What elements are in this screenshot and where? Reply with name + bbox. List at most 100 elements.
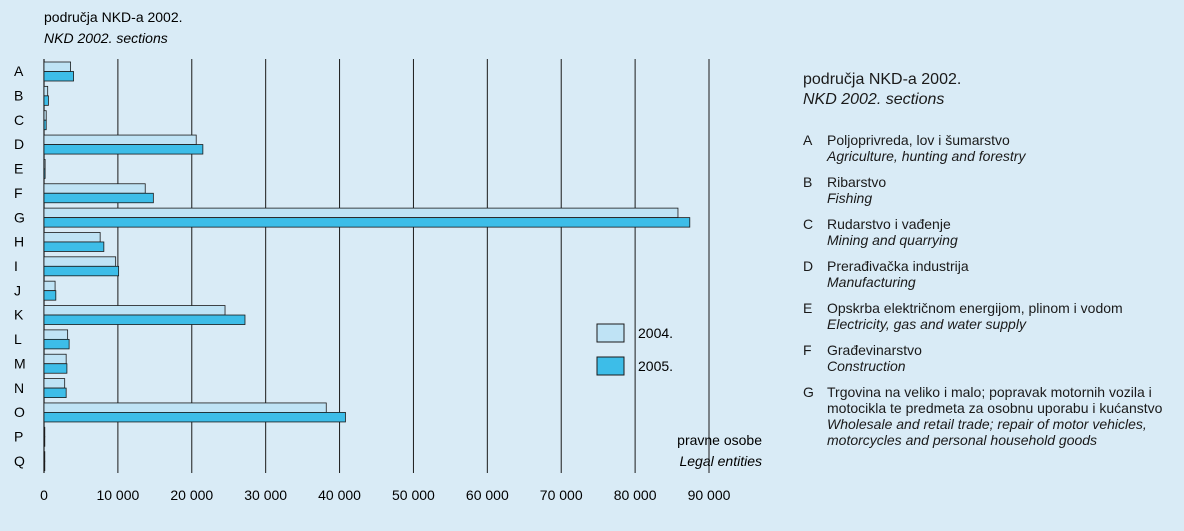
x-tick-label: 0 bbox=[40, 487, 48, 503]
category-label: N bbox=[14, 380, 24, 396]
section-name-en: Fishing bbox=[827, 190, 873, 206]
section-text: Poljoprivreda, lov i šumarstvo Agricultur… bbox=[827, 132, 1178, 164]
category-label: O bbox=[14, 404, 25, 420]
section-text: Opskrba električnom energijom, plinom i … bbox=[827, 300, 1178, 332]
section-letter: F bbox=[803, 342, 812, 358]
legend-swatch bbox=[596, 356, 625, 376]
bar-O-first-series bbox=[43, 402, 327, 413]
bar-chart: područja NKD-a 2002. NKD 2002. sections … bbox=[14, 9, 762, 503]
chart-subtitle: NKD 2002. sections bbox=[44, 30, 168, 46]
bar-F-second-series bbox=[43, 192, 154, 204]
bar-I-first-series bbox=[43, 256, 117, 267]
bar-E-first-series bbox=[43, 159, 46, 170]
bar-D-first-series bbox=[43, 134, 197, 145]
bar-F-first-series bbox=[43, 183, 146, 194]
section-name: Poljoprivreda, lov i šumarstvo bbox=[827, 132, 1010, 148]
section-text: Ribarstvo Fishing bbox=[827, 174, 1178, 206]
category-label: P bbox=[14, 428, 23, 444]
bar-Q-second-series bbox=[43, 460, 46, 472]
section-name-en: Wholesale and retail trade; repair of mo… bbox=[827, 416, 1147, 448]
section-name-en: Mining and quarrying bbox=[827, 232, 958, 248]
bar-O-second-series bbox=[43, 412, 346, 423]
bar-P-second-series bbox=[43, 436, 46, 447]
section-name-en: Manufacturing bbox=[827, 274, 916, 290]
section-item: B Ribarstvo Fishing bbox=[803, 174, 1178, 206]
bar-B-second-series bbox=[43, 95, 49, 106]
x-tick-label: 40 000 bbox=[318, 487, 361, 503]
x-axis-label-en: Legal entities bbox=[679, 453, 762, 469]
section-letter: B bbox=[803, 174, 813, 190]
category-label: G bbox=[14, 209, 25, 225]
bar-P-first-series bbox=[43, 426, 46, 438]
x-tick-label: 20 000 bbox=[170, 487, 213, 503]
chart-title: područja NKD-a 2002. bbox=[44, 9, 183, 25]
bar-M-first-series bbox=[43, 353, 67, 365]
section-name: Trgovina na veliko i malo; popravak moto… bbox=[827, 384, 1163, 416]
section-text: Rudarstvo i vađenje Mining and quarrying bbox=[827, 216, 1178, 248]
category-label: D bbox=[14, 136, 24, 152]
section-item: F Građevinarstvo Construction bbox=[803, 342, 1178, 374]
legend-swatch bbox=[596, 323, 625, 343]
category-label: C bbox=[14, 112, 24, 128]
bar-H-first-series bbox=[43, 232, 101, 243]
section-letter: E bbox=[803, 300, 813, 316]
bar-C-second-series bbox=[43, 119, 47, 131]
bar-K-second-series bbox=[43, 314, 246, 325]
category-label: M bbox=[14, 355, 26, 371]
x-tick-label: 60 000 bbox=[466, 487, 509, 503]
legend-label: 2005. bbox=[638, 358, 673, 374]
section-name: Ribarstvo bbox=[827, 174, 887, 190]
sections-legend-title: područja NKD-a 2002. bbox=[803, 71, 962, 88]
bar-J-second-series bbox=[43, 290, 57, 301]
sections-legend: područja NKD-a 2002. NKD 2002. sections … bbox=[803, 70, 1178, 448]
section-item: D Prerađivačka industrija Manufacturing bbox=[803, 258, 1178, 290]
section-letter: G bbox=[803, 384, 814, 400]
bar-L-second-series bbox=[43, 338, 70, 350]
category-label: K bbox=[14, 307, 24, 323]
x-tick-label: 70 000 bbox=[540, 487, 583, 503]
bar-K-first-series bbox=[43, 305, 226, 316]
series-legend: 2004. 2005. bbox=[596, 323, 673, 376]
bar-A-second-series bbox=[43, 71, 74, 82]
bar-B-first-series bbox=[43, 85, 49, 97]
category-label: I bbox=[14, 258, 18, 274]
section-text: Prerađivačka industrija Manufacturing bbox=[827, 258, 1178, 290]
bar-C-first-series bbox=[43, 110, 47, 121]
category-label: E bbox=[14, 161, 23, 177]
gridlines bbox=[43, 59, 710, 473]
section-text: Građevinarstvo Construction bbox=[827, 342, 1178, 374]
x-tick-label: 10 000 bbox=[96, 487, 139, 503]
category-label: Q bbox=[14, 453, 25, 469]
bar-Q-first-series bbox=[43, 451, 46, 462]
bar-N-second-series bbox=[43, 387, 67, 398]
section-item: E Opskrba električnom energijom, plinom i… bbox=[803, 300, 1178, 332]
bar-N-first-series bbox=[43, 378, 66, 389]
category-label: F bbox=[14, 185, 23, 201]
category-label: B bbox=[14, 88, 23, 104]
category-label: L bbox=[14, 331, 22, 347]
bars bbox=[43, 61, 691, 472]
section-letter: D bbox=[803, 258, 814, 274]
x-axis-label: pravne osobe bbox=[677, 432, 762, 448]
x-tick-labels: 0 10 000 20 000 30 000 40 000 50 000 60 000 70 … bbox=[40, 487, 731, 503]
category-label: H bbox=[14, 234, 24, 250]
x-tick-label: 50 000 bbox=[392, 487, 435, 503]
x-tick-label: 80 000 bbox=[614, 487, 657, 503]
section-name-en: Construction bbox=[827, 358, 906, 374]
bar-I-second-series bbox=[43, 265, 120, 277]
bar-G-second-series bbox=[43, 217, 691, 228]
section-name-en: Electricity, gas and water supply bbox=[827, 316, 1026, 332]
bar-L-first-series bbox=[43, 329, 69, 340]
section-name: Opskrba električnom energijom, plinom i … bbox=[827, 300, 1123, 316]
sections-legend-title-en: NKD 2002. sections bbox=[803, 91, 945, 108]
section-letter: A bbox=[803, 132, 813, 148]
section-text: Trgovina na veliko i malo; popravak moto… bbox=[827, 384, 1178, 448]
category-label: A bbox=[14, 63, 24, 79]
bar-D-second-series bbox=[43, 144, 204, 155]
bar-J-first-series bbox=[43, 280, 56, 292]
section-item: G Trgovina na veliko i malo; popravak mot… bbox=[803, 384, 1178, 448]
x-tick-label: 30 000 bbox=[244, 487, 287, 503]
section-name: Rudarstvo i vađenje bbox=[827, 216, 951, 232]
bar-E-second-series bbox=[43, 168, 46, 179]
